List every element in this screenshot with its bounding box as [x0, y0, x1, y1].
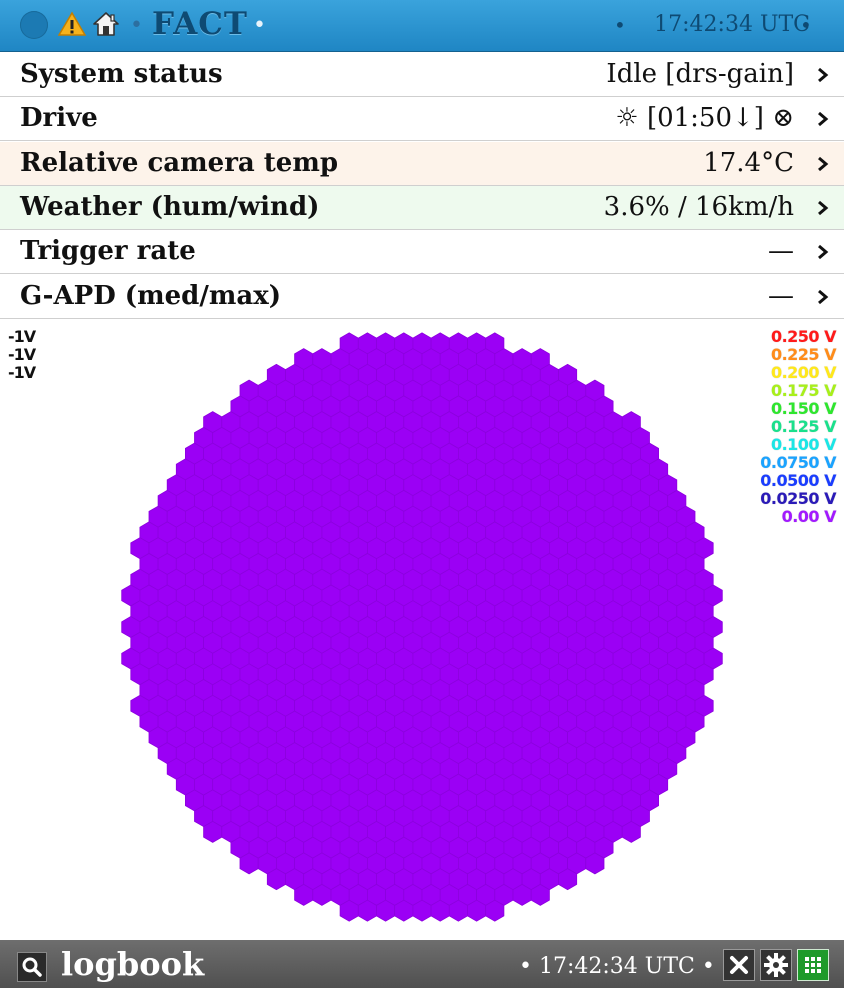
left-scale-label: -1V: [8, 327, 36, 346]
status-row[interactable]: Trigger rate —: [0, 230, 844, 274]
left-scale-label: -1V: [8, 345, 36, 364]
settings-button[interactable]: [760, 949, 792, 981]
color-scale-label: 0.125 V: [770, 417, 837, 436]
status-row[interactable]: Relative camera temp 17.4°C: [0, 142, 844, 186]
close-button[interactable]: [723, 949, 755, 981]
row-label: Drive: [20, 103, 98, 133]
row-value: —: [768, 281, 794, 311]
warning-icon[interactable]: [58, 11, 86, 37]
separator-dot: •: [614, 13, 626, 37]
grid-button[interactable]: [797, 949, 829, 981]
chevron-right-icon: [818, 111, 829, 127]
footer-bar: [0, 940, 844, 988]
row-label: Relative camera temp: [20, 148, 339, 178]
row-value: 3.6% / 16km/h: [603, 192, 794, 222]
row-value: Idle [drs-gain]: [606, 59, 794, 89]
left-scale: -1V -1V -1V: [8, 327, 36, 382]
separator-dot: •: [130, 13, 143, 38]
camera-pixel[interactable]: [558, 868, 578, 891]
row-value: —: [768, 236, 794, 266]
status-row[interactable]: Drive ☼ [01:50↓] ⊗: [0, 97, 844, 141]
footer-clock-text: 17:42:34 UTC: [538, 954, 695, 979]
home-icon[interactable]: [92, 10, 120, 38]
row-label: System status: [20, 59, 223, 89]
page-title: FACT: [152, 6, 248, 42]
footer-clock: • 17:42:34 UTC •: [519, 954, 715, 979]
color-scale-label: 0.225 V: [770, 345, 837, 364]
camera-pixel[interactable]: [585, 852, 605, 875]
separator-dot: •: [253, 13, 266, 38]
color-scale-label: 0.0750 V: [760, 453, 836, 472]
color-scale-label: 0.0250 V: [760, 489, 836, 508]
camera-pixel[interactable]: [530, 883, 550, 906]
color-scale-label: 0.0500 V: [760, 471, 836, 490]
camera-display: -1V -1V -1V 0.250 V 0.225 V 0.200 V 0.175 V 0.…: [0, 319, 844, 940]
header-bar: [0, 0, 844, 52]
chevron-right-icon: [818, 289, 829, 305]
color-scale-label: 0.150 V: [770, 399, 837, 418]
close-icon: [730, 956, 748, 974]
chevron-right-icon: [818, 67, 829, 83]
camera-pixel[interactable]: [621, 820, 641, 843]
color-scale-label: 0.200 V: [770, 363, 837, 382]
header-clock: 17:42:34 UTC: [654, 12, 810, 37]
gear-icon: [764, 953, 788, 977]
left-scale-label: -1V: [8, 363, 36, 382]
color-scale-legend: 0.250 V 0.225 V 0.200 V 0.175 V 0.150 V 0.125…: [760, 328, 836, 526]
color-scale-label: 0.175 V: [770, 381, 837, 400]
color-scale-label: 0.00 V: [781, 507, 837, 526]
chevron-right-icon: [818, 244, 829, 260]
status-dot-icon[interactable]: [20, 11, 48, 39]
chevron-right-icon: [818, 156, 829, 172]
separator-dot: •: [800, 13, 812, 37]
row-value: 17.4°C: [703, 148, 794, 178]
row-label: Weather (hum/wind): [20, 192, 320, 222]
search-icon: [22, 957, 42, 977]
search-button[interactable]: [17, 952, 47, 982]
row-label: Trigger rate: [20, 236, 196, 266]
status-row[interactable]: Weather (hum/wind) 3.6% / 16km/h: [0, 186, 844, 230]
footer-title: logbook: [61, 945, 205, 983]
row-label: G-APD (med/max): [20, 281, 281, 311]
status-row[interactable]: System status Idle [drs-gain]: [0, 53, 844, 97]
status-row[interactable]: G-APD (med/max) —: [0, 275, 844, 319]
color-scale-label: 0.250 V: [770, 327, 837, 346]
camera-hex-map: [121, 332, 723, 922]
color-scale-label: 0.100 V: [770, 435, 837, 454]
chevron-right-icon: [818, 200, 829, 216]
row-value: ☼ [01:50↓] ⊗: [615, 103, 794, 133]
grid-icon: [805, 957, 821, 973]
camera-pixel[interactable]: [485, 899, 505, 922]
